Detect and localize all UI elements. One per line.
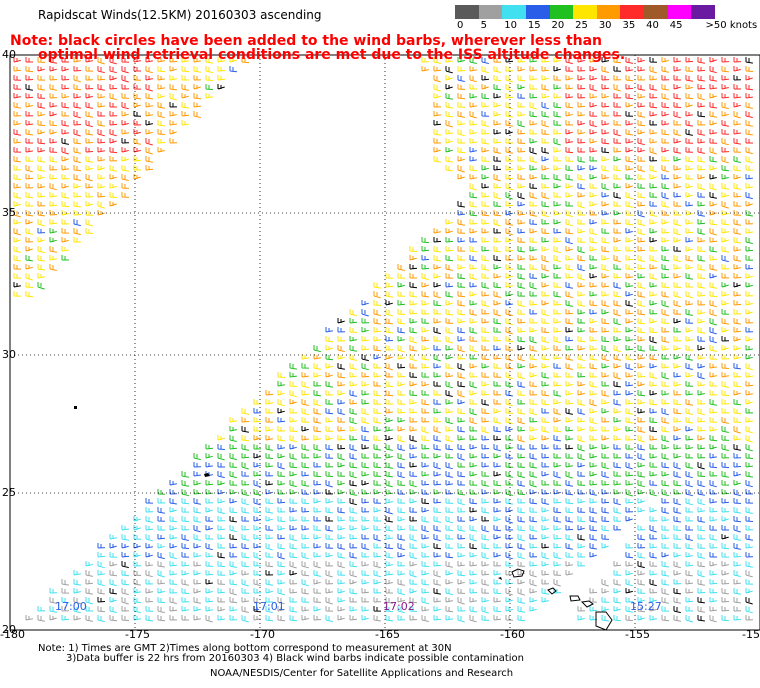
colorbar-swatch: [620, 5, 645, 19]
pass-time-label: 17:01: [253, 600, 285, 613]
longitude-label: -15: [742, 628, 760, 641]
longitude-label: -180: [0, 628, 25, 641]
footnote-line-1: Note: 1) Times are GMT 2)Times along bot…: [38, 643, 452, 654]
colorbar-labels: 0 5 10 15 20 25 30 35 40 45 >50 knots: [455, 0, 757, 40]
latitude-label: 25: [2, 486, 16, 499]
colorbar-swatch: [478, 5, 503, 19]
latitude-label: 30: [2, 348, 16, 361]
note-line-1: Note: black circles have been added to t…: [10, 33, 603, 49]
longitude-label: -175: [125, 628, 150, 641]
latitude-label: 40: [2, 48, 16, 61]
colorbar-swatch: [667, 5, 692, 19]
latitude-label: 35: [2, 206, 16, 219]
colorbar-swatch: [549, 5, 574, 19]
hawaiian-islands: [74, 406, 613, 631]
colorbar-label: 35: [622, 20, 636, 31]
colorbar-swatch: [644, 5, 668, 19]
longitude-label: -165: [375, 628, 400, 641]
lat-lon-grid: [10, 55, 760, 630]
colorbar-swatch: [596, 5, 621, 19]
note-line-2: optimal wind retrieval conditions are me…: [38, 47, 626, 63]
colorbar-swatch: [691, 5, 716, 19]
colorbar-label: 30: [598, 20, 612, 31]
footnote-credit: NOAA/NESDIS/Center for Satellite Applica…: [210, 668, 514, 679]
map-title: Rapidscat Winds(12.5KM) 20160303 ascendi…: [38, 8, 322, 22]
colorbar-label: >50 knots: [705, 20, 758, 31]
longitude-label: -160: [500, 628, 525, 641]
colorbar-swatch: [502, 5, 526, 19]
pass-time-label: 17:02: [383, 600, 415, 613]
pass-time-label: 17:00: [55, 600, 87, 613]
footnote-line-2: 3)Data buffer is 22 hrs from 20160303 4)…: [66, 653, 524, 664]
colorbar-label: 10: [504, 20, 517, 31]
colorbar-swatch: [573, 5, 597, 19]
colorbar-label: 20: [551, 20, 565, 31]
longitude-label: -170: [250, 628, 275, 641]
colorbar-label: 0: [457, 20, 464, 31]
colorbar-label: 5: [480, 20, 487, 31]
wind-barb-layer: [13, 57, 754, 623]
colorbar-label: 40: [646, 20, 659, 31]
longitude-label: -155: [625, 628, 650, 641]
colorbar-label: 25: [575, 20, 588, 31]
colorbar-swatch: [455, 5, 479, 19]
colorbar-label: 45: [669, 20, 683, 31]
wind-speed-colorbar: [455, 5, 716, 19]
colorbar-label: 15: [527, 20, 541, 31]
colorbar-swatch: [525, 5, 550, 19]
pass-time-label: 15:27: [630, 600, 662, 613]
latitude-label: 20: [2, 623, 16, 636]
